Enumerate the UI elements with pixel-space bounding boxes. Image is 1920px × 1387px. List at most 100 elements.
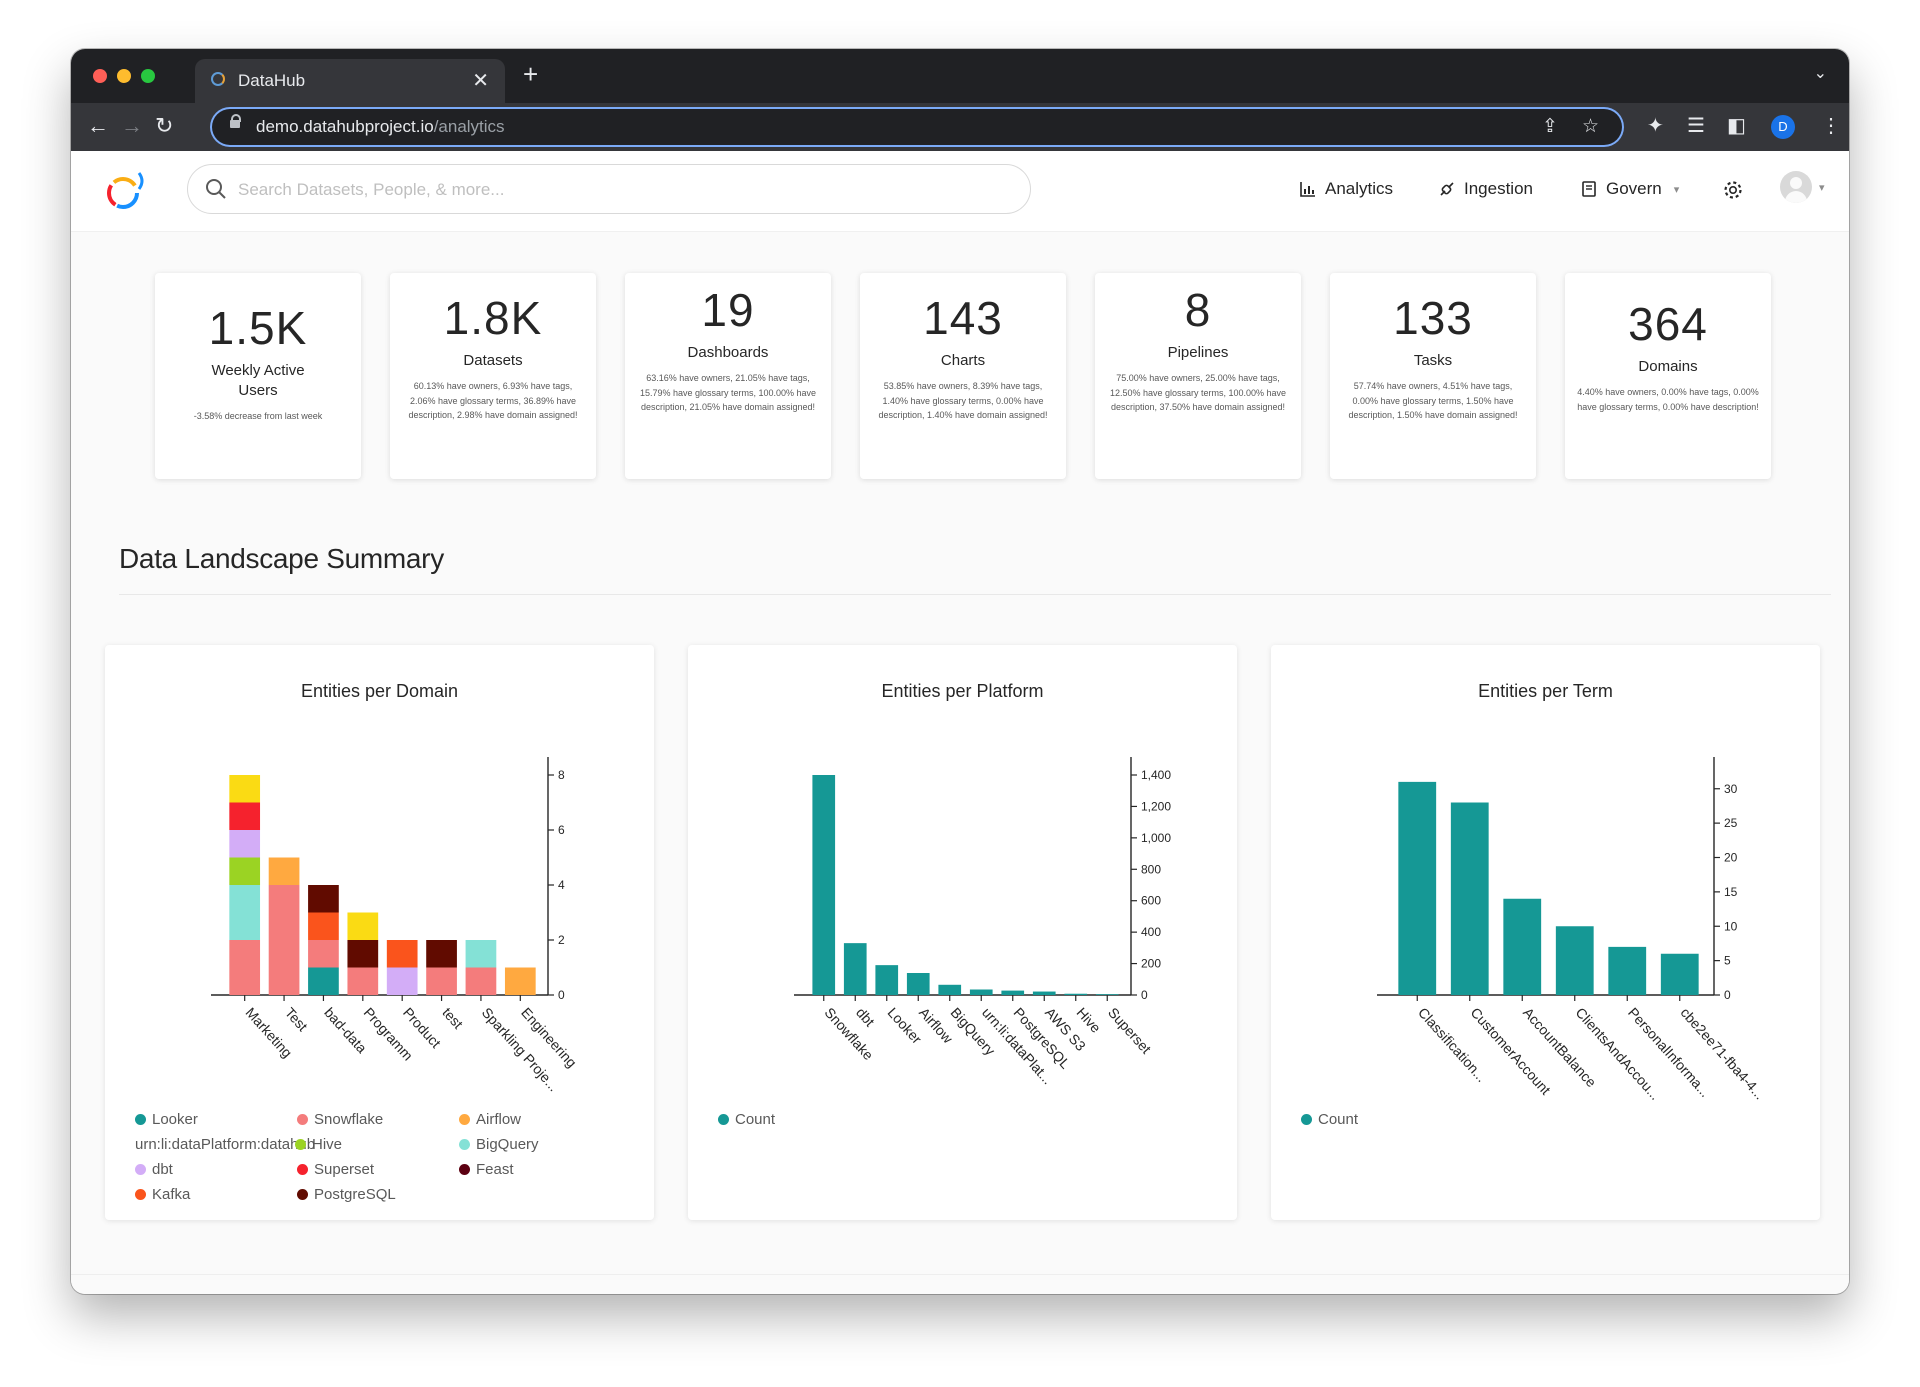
search-input[interactable] <box>236 177 1000 203</box>
legend-label: Hive <box>312 1136 343 1153</box>
bar-segment <box>386 967 418 995</box>
more-menu-icon[interactable]: ⋮ <box>1821 115 1841 137</box>
legend-item[interactable]: BigQuery <box>459 1136 539 1153</box>
reload-icon[interactable]: ↻ <box>155 113 174 138</box>
search-icon <box>206 179 226 199</box>
y-tick-label: 1,200 <box>1141 799 1171 813</box>
bar-segment <box>229 830 261 858</box>
lock-icon <box>230 114 241 128</box>
browser-window: DataHub ✕ + ⌄ ← → ↻ demo.datahubproject.… <box>71 49 1849 1294</box>
nav-ingestion[interactable]: Ingestion <box>1438 179 1533 199</box>
stat-detail: 57.74% have owners, 4.51% have tags, 0.0… <box>1348 381 1518 420</box>
close-tab-icon[interactable]: ✕ <box>472 70 489 92</box>
book-icon <box>1582 181 1596 197</box>
extensions-puzzle-icon[interactable]: ✦ <box>1647 115 1664 137</box>
stat-value: 133 <box>1393 292 1473 344</box>
chart-title: Entities per Domain <box>300 681 459 701</box>
global-search-bar[interactable] <box>187 164 1031 214</box>
address-bar[interactable]: demo.datahubproject.io/analytics ⇪ ☆ <box>212 109 1622 145</box>
legend-item[interactable]: Airflow <box>459 1111 521 1128</box>
app-header: Analytics Ingestion Govern ▾ ▾ <box>71 151 1849 232</box>
bar <box>1001 990 1025 995</box>
y-tick-label: 800 <box>1141 862 1161 876</box>
legend-swatch <box>135 1114 146 1125</box>
forward-icon[interactable]: → <box>121 113 143 138</box>
reading-list-icon[interactable]: ☰ <box>1687 115 1705 137</box>
bar-segment <box>426 940 457 968</box>
legend-item[interactable]: Feast <box>459 1161 514 1178</box>
legend-item[interactable]: dbt <box>135 1161 173 1178</box>
legend-item[interactable]: Hive <box>295 1136 342 1153</box>
gear-icon[interactable] <box>1722 179 1744 201</box>
datahub-logo-icon[interactable] <box>99 165 151 217</box>
x-tick-label: Superset <box>1105 1004 1154 1056</box>
chart-panel-platform: Entities per Platform 0 200 400 600 800 1,000… <box>688 645 1237 1220</box>
y-tick-label: 20 <box>1724 851 1738 865</box>
legend-swatch <box>135 1189 146 1200</box>
bar-chart-icon <box>1300 182 1315 197</box>
legend-label: Superset <box>314 1161 375 1178</box>
browser-tab[interactable]: DataHub ✕ <box>195 59 505 103</box>
bar-segment <box>504 967 536 995</box>
new-tab-icon[interactable]: + <box>523 59 539 89</box>
bookmark-star-icon[interactable]: ☆ <box>1582 116 1600 137</box>
stat-card-domains: 364 Domains 4.40% have owners, 0.00% hav… <box>1565 273 1771 479</box>
bar-segment <box>347 940 379 968</box>
legend-item[interactable]: Kafka <box>135 1186 190 1203</box>
chart-panel-domain: Entities per Domain 0 2 4 6 8 Marketing Test ba… <box>105 645 654 1220</box>
legend-label: Looker <box>152 1111 198 1128</box>
share-icon[interactable]: ⇪ <box>1542 116 1558 137</box>
stat-label: Weekly Active Users <box>211 362 305 399</box>
chart-title: Entities per Term <box>1478 681 1613 701</box>
minimize-window-button[interactable] <box>117 69 131 83</box>
user-avatar-icon[interactable] <box>1780 171 1812 203</box>
back-icon[interactable]: ← <box>87 113 109 138</box>
entities-per-term-chart: 051015202530Classification...CustomerAcc… <box>1377 757 1768 1103</box>
url-text: demo.datahubproject.io/analytics <box>256 117 505 137</box>
nav-analytics[interactable]: Analytics <box>1299 179 1393 199</box>
maximize-window-button[interactable] <box>141 69 155 83</box>
avatar-chevron-down-icon[interactable]: ▾ <box>1819 182 1825 194</box>
side-panel-icon[interactable]: ◧ <box>1727 115 1746 137</box>
y-tick-label: 30 <box>1724 782 1738 796</box>
x-tick-label: test <box>439 1004 466 1032</box>
datahub-app: Analytics Ingestion Govern ▾ ▾ 1.5K Week… <box>71 151 1849 1294</box>
stat-label: Domains <box>1638 358 1698 375</box>
bar-segment <box>268 857 300 885</box>
legend-item[interactable]: PostgreSQL <box>297 1186 396 1203</box>
bar-segment <box>308 912 339 940</box>
tab-search-chevron-icon[interactable]: ⌄ <box>1813 65 1827 82</box>
legend-item[interactable]: Looker <box>135 1111 198 1128</box>
legend-item-count[interactable]: Count <box>718 1111 775 1128</box>
section-title: Data Landscape Summary <box>119 543 444 574</box>
legend-item-count[interactable]: Count <box>1301 1111 1358 1128</box>
stat-label: Charts <box>940 352 986 369</box>
nav-govern[interactable]: Govern ▾ <box>1580 179 1679 199</box>
legend-label: Airflow <box>476 1111 522 1128</box>
stat-detail: -3.58% decrease from last week <box>193 411 323 421</box>
y-tick-label: 1,000 <box>1141 831 1171 845</box>
profile-avatar[interactable]: D <box>1771 115 1795 139</box>
datahub-favicon-icon <box>211 72 225 86</box>
y-tick-label: 15 <box>1724 885 1738 899</box>
stat-value: 1.8K <box>443 292 543 344</box>
legend-item[interactable]: Snowflake <box>297 1111 383 1128</box>
y-tick-label: 0 <box>558 988 565 1002</box>
footer-divider <box>71 1274 1849 1275</box>
stat-value: 1.5K <box>208 302 308 354</box>
close-window-button[interactable] <box>93 69 107 83</box>
stat-card-charts: 143 Charts 53.85% have owners, 8.39% hav… <box>860 273 1066 479</box>
stat-value: 8 <box>1184 284 1212 336</box>
bar <box>1064 993 1088 995</box>
stat-card-users: 1.5K Weekly Active Users -3.58% decrease… <box>155 273 361 479</box>
stat-detail: 4.40% have owners, 0.00% have tags, 0.00… <box>1577 387 1759 412</box>
bar <box>1095 994 1119 995</box>
bar-segment <box>229 802 261 830</box>
bar <box>875 965 899 995</box>
legend-item[interactable]: Superset <box>297 1161 374 1178</box>
stat-card-tasks: 133 Tasks 57.74% have owners, 4.51% have… <box>1330 273 1536 479</box>
chart-legend: Looker Snowflake Airflow urn:li:dataPlatfor… <box>135 1111 645 1211</box>
legend-item[interactable]: urn:li:dataPlatform:datahub <box>135 1136 315 1153</box>
legend-swatch <box>459 1164 470 1175</box>
chevron-down-icon: ▾ <box>1673 183 1680 196</box>
